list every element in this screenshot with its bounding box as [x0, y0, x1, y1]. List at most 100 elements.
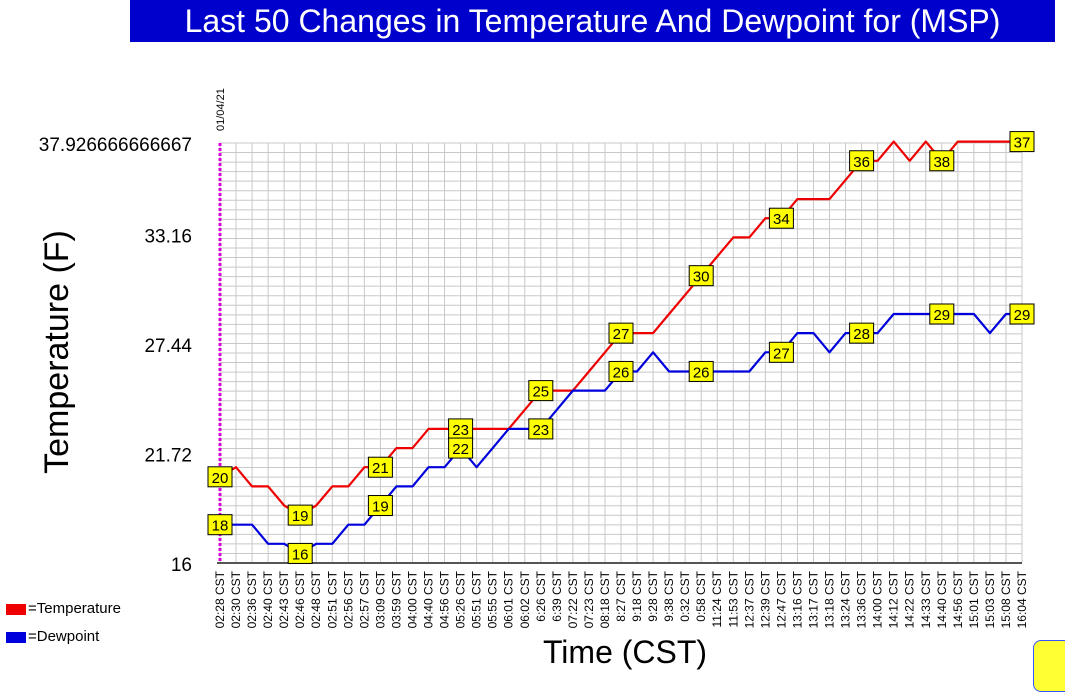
data-point-temperature [235, 466, 237, 469]
x-tick-label: 02:46 CST [293, 570, 307, 628]
x-tick-label: 15:01 CST [967, 570, 981, 628]
x-tick-label: 6:26 CST [534, 570, 548, 621]
date-marker-label: 01/04/21 [215, 88, 227, 131]
x-tick-label: 14:22 CST [903, 570, 917, 628]
x-tick-label: 16:04 CST [1015, 570, 1029, 628]
data-point-temperature [828, 198, 831, 200]
x-tick-label: 04:40 CST [422, 570, 436, 628]
data-point-temperature [732, 236, 735, 239]
x-tick-label: 13:36 CST [855, 570, 869, 628]
data-point-dewpoint [572, 389, 574, 392]
x-tick-label: 02:56 CST [341, 570, 355, 628]
x-tick-label: 0:32 CST [678, 570, 692, 621]
data-point-temperature [957, 140, 959, 143]
y-tick-label: 21.72 [144, 445, 192, 466]
data-point-dewpoint [267, 543, 269, 545]
data-point-temperature [556, 389, 558, 392]
svg-text:16: 16 [292, 546, 309, 563]
data-point-temperature [267, 485, 269, 488]
data-point-temperature [523, 408, 526, 411]
x-tick-label: 04:00 CST [405, 570, 419, 628]
data-point-dewpoint [251, 523, 253, 526]
data-point-dewpoint [331, 543, 334, 545]
svg-text:27: 27 [613, 326, 630, 343]
data-point-dewpoint [523, 428, 526, 430]
data-point-dewpoint [491, 447, 494, 449]
corner-badge[interactable] [1033, 640, 1065, 692]
data-point-dewpoint [892, 313, 895, 315]
x-tick-label: 02:43 CST [277, 570, 291, 628]
svg-text:19: 19 [372, 499, 389, 516]
x-tick-label: 9:18 CST [630, 570, 644, 621]
x-tick-label: 08:18 CST [598, 570, 612, 628]
data-point-dewpoint [924, 313, 927, 315]
y-tick-label: 33.16 [144, 226, 192, 247]
svg-text:36: 36 [853, 154, 870, 171]
data-point-temperature [812, 198, 815, 200]
x-tick-label: 02:48 CST [309, 570, 323, 628]
svg-text:25: 25 [532, 384, 549, 401]
axes: 01/04/21 16 21.72 27.44 33.16 37.926666666667… [39, 88, 1029, 628]
x-tick-label: 0:58 CST [694, 570, 708, 621]
data-point-dewpoint [411, 485, 414, 488]
data-point-temperature [363, 466, 366, 469]
x-tick-label: 03:59 CST [389, 570, 403, 628]
x-tick-label: 02:28 CST [213, 570, 227, 628]
data-point-temperature [636, 332, 638, 334]
data-label-dewpoint: 29 [929, 303, 955, 325]
data-point-temperature [989, 140, 991, 143]
svg-text:18: 18 [212, 518, 229, 535]
data-point-temperature [283, 504, 285, 507]
legend-dewpoint-label: =Dewpoint [28, 628, 100, 645]
data-point-temperature [443, 428, 446, 430]
data-label-dewpoint: 22 [448, 437, 474, 459]
data-point-dewpoint [652, 351, 654, 354]
data-point-temperature [652, 332, 654, 334]
x-tick-label: 11:53 CST [726, 570, 740, 627]
legend-dewpoint-swatch [6, 631, 26, 643]
data-point-temperature [764, 217, 767, 220]
data-point-temperature [251, 485, 253, 488]
data-label-dewpoint: 26 [608, 360, 634, 382]
data-label-temperature: 38 [929, 150, 955, 172]
data-label-temperature: 37 [1009, 131, 1035, 153]
data-point-dewpoint [748, 370, 751, 373]
data-point-dewpoint [507, 428, 510, 430]
x-tick-label: 13:24 CST [839, 570, 853, 628]
data-point-temperature [475, 428, 478, 430]
x-tick-label: 03:09 CST [373, 570, 387, 628]
y-tick-label: 37.926666666667 [39, 135, 192, 156]
data-point-dewpoint [876, 332, 879, 334]
data-point-dewpoint [716, 370, 719, 373]
data-point-dewpoint [973, 313, 975, 315]
data-point-dewpoint [844, 332, 847, 334]
x-tick-label: 13:17 CST [806, 570, 820, 628]
x-tick-label: 9:38 CST [662, 570, 676, 621]
x-tick-label: 9:28 CST [646, 570, 660, 621]
data-point-temperature [411, 447, 414, 449]
data-point-temperature [604, 351, 606, 354]
x-tick-label: 07:23 CST [582, 570, 596, 628]
data-point-temperature [1005, 140, 1007, 143]
x-tick-label: 15:08 CST [999, 570, 1013, 628]
data-point-dewpoint [475, 466, 478, 469]
y-axis-title: Temperature (F) [38, 230, 76, 474]
data-point-temperature [973, 140, 975, 143]
svg-text:37: 37 [1014, 135, 1031, 152]
x-tick-label: 12:37 CST [742, 570, 756, 628]
x-axis-title: Time (CST) [543, 634, 707, 670]
data-point-temperature [491, 428, 494, 430]
data-label-dewpoint: 16 [287, 542, 313, 564]
x-tick-label: 05:51 CST [470, 570, 484, 628]
svg-text:20: 20 [212, 470, 229, 487]
x-tick-label: 14:40 CST [935, 570, 949, 628]
data-label-temperature: 19 [287, 504, 313, 526]
data-point-dewpoint [908, 313, 911, 315]
data-point-temperature [908, 159, 911, 162]
svg-text:26: 26 [693, 364, 710, 381]
svg-text:27: 27 [773, 345, 790, 362]
data-point-dewpoint [604, 389, 606, 392]
grid [219, 142, 1023, 564]
data-point-dewpoint [668, 370, 670, 373]
